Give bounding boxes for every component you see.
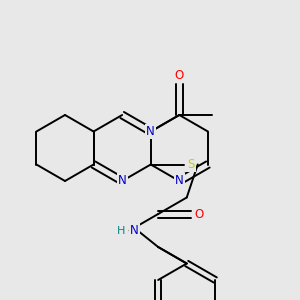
Text: O: O bbox=[194, 208, 204, 220]
Text: O: O bbox=[175, 69, 184, 82]
Text: N: N bbox=[130, 224, 139, 237]
Text: N: N bbox=[175, 175, 184, 188]
Text: S: S bbox=[187, 158, 194, 171]
Text: H: H bbox=[116, 226, 125, 236]
Text: N: N bbox=[146, 125, 155, 138]
Text: N: N bbox=[118, 175, 127, 188]
